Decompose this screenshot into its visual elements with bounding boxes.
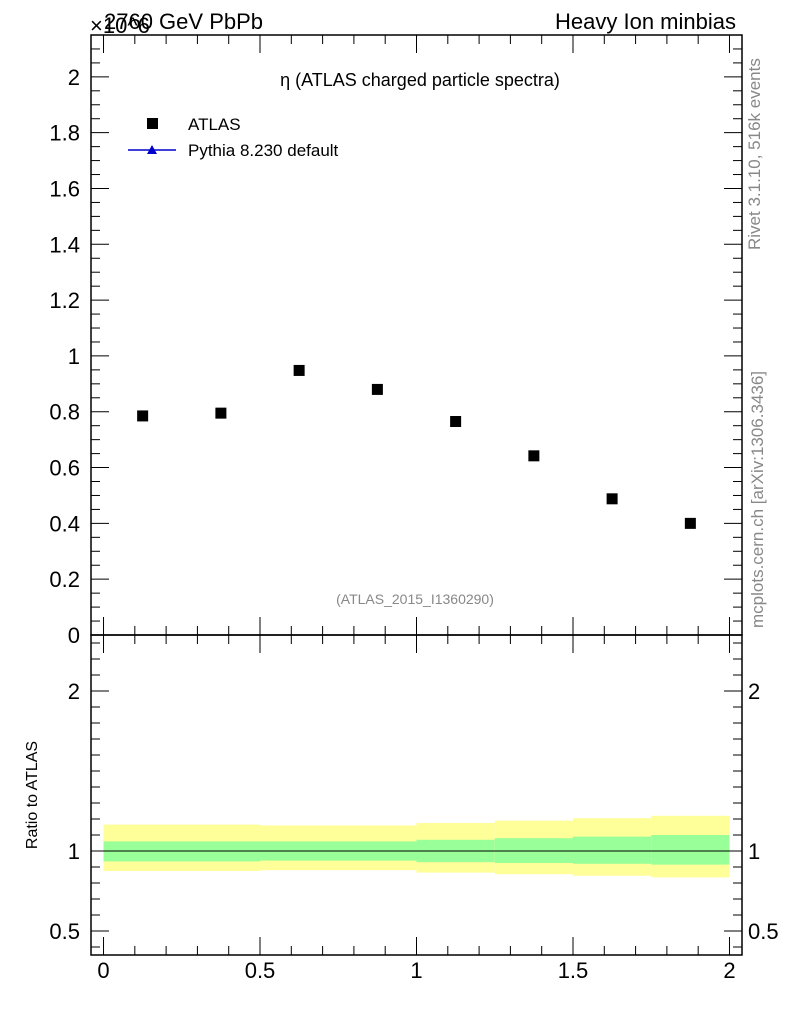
legend-atlas-marker <box>147 118 158 129</box>
y-tick-label: 1.6 <box>49 176 80 201</box>
main-plot-panel: 0 0.2 0.4 0.6 0.8 1 1.2 1.4 1.6 1.8 2 η (ATLAS cha… <box>49 34 743 648</box>
ratio-tick-labels: 0.5 0.5 1 1 2 2 <box>49 679 778 944</box>
legend-pythia-label: Pythia 8.230 default <box>188 141 339 160</box>
legend: ATLAS Pythia 8.230 default <box>128 115 339 160</box>
y-tick-label: 0.2 <box>49 567 80 592</box>
atlas-data-point <box>450 416 462 428</box>
y-tick-label: 1.4 <box>49 232 80 257</box>
ratio-y-tick-label-right: 2 <box>748 679 760 704</box>
header-right: Heavy Ion minbias <box>555 9 736 34</box>
atlas-data-point <box>684 517 696 529</box>
legend-atlas-label: ATLAS <box>188 115 241 134</box>
ratio-plot-panel: 0.5 0.5 1 1 2 2 Ratio to ATLAS <box>24 634 779 956</box>
y-tick-label: 1 <box>68 344 80 369</box>
y-tick-label: 0.8 <box>49 400 80 425</box>
ratio-inner-band <box>572 836 652 864</box>
y-multiplier: ×10^6 <box>90 13 150 38</box>
x-tick-label: 0 <box>97 958 109 983</box>
atlas-data-point <box>215 407 227 419</box>
y-tick-label: 0.4 <box>49 511 80 536</box>
x-tick-label: 0.5 <box>245 958 276 983</box>
atlas-data-point <box>528 450 540 462</box>
ratio-y-axis-label: Ratio to ATLAS <box>24 741 41 849</box>
y-tick-label: 1.2 <box>49 288 80 313</box>
y-tick-label: 1.8 <box>49 121 80 146</box>
x-tick-label: 2 <box>723 958 735 983</box>
legend-pythia-marker <box>147 145 157 154</box>
x-tick-labels: 0 0.5 1 1.5 2 <box>97 958 735 983</box>
header-left: 2760 GeV PbPb <box>104 9 263 34</box>
ratio-y-tick-label: 0.5 <box>49 919 80 944</box>
mcplots-note: mcplots.cern.ch [arXiv:1306.3436] <box>748 371 767 628</box>
analysis-source-label: (ATLAS_2015_I1360290) <box>336 591 494 607</box>
main-axis-ticks <box>91 34 742 636</box>
y-tick-label: 0 <box>68 623 80 648</box>
atlas-data-points <box>137 364 696 529</box>
ratio-y-tick-label: 1 <box>68 839 80 864</box>
atlas-data-point <box>137 410 149 422</box>
plot-title: η (ATLAS charged particle spectra) <box>280 70 560 90</box>
ratio-y-tick-label: 2 <box>68 679 80 704</box>
rivet-note: Rivet 3.1.10, 516k events <box>745 58 764 250</box>
y-tick-label: 2 <box>68 65 80 90</box>
ratio-axis-ticks <box>91 635 742 955</box>
ratio-y-tick-label-right: 1 <box>748 839 760 864</box>
ratio-inner-band <box>651 835 730 865</box>
main-tick-labels: 0 0.2 0.4 0.6 0.8 1 1.2 1.4 1.6 1.8 2 <box>49 65 80 648</box>
ratio-y-tick-label-right: 0.5 <box>748 919 779 944</box>
ratio-uncertainty-bands <box>103 815 730 878</box>
atlas-data-point <box>371 383 383 395</box>
atlas-data-point <box>293 364 305 376</box>
ratio-plot-frame <box>90 634 743 956</box>
y-tick-label: 0.6 <box>49 456 80 481</box>
x-tick-label: 1.5 <box>558 958 589 983</box>
x-tick-label: 1 <box>410 958 422 983</box>
atlas-data-point <box>606 493 618 505</box>
